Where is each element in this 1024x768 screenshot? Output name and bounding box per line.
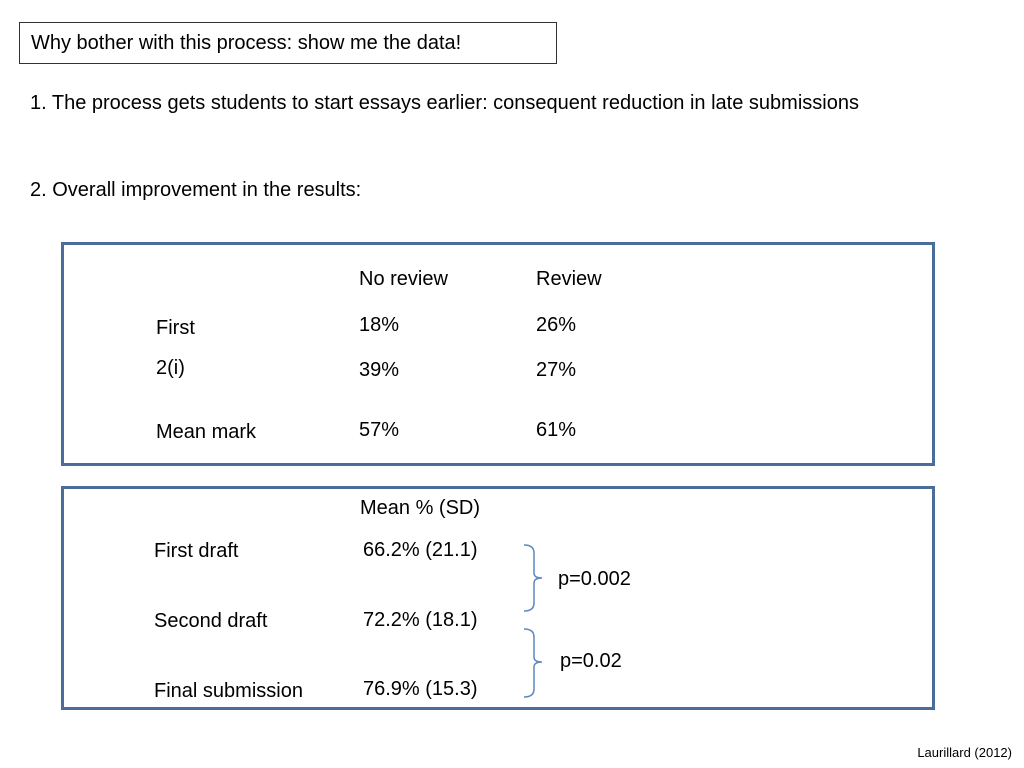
slide-title: Why bother with this process: show me th… [19, 22, 557, 64]
drafts-table-panel: Mean % (SD) First draft 66.2% (21.1) Sec… [61, 486, 935, 710]
row-label-first-draft: First draft [154, 540, 239, 562]
header-no-review: No review [359, 268, 448, 290]
cell-mean-mark-no-review: 57% [359, 419, 400, 441]
cell-first-no-review: 18% [359, 314, 400, 336]
results-table-panel: No review Review First 18% 26% 2(i) 39% … [61, 242, 935, 466]
cell-2i-review: 27% [536, 359, 577, 381]
row-label-2i: 2(i) [156, 357, 185, 379]
bracket-icon [523, 544, 543, 612]
cell-first-draft-value: 66.2% (21.1) [363, 539, 478, 561]
p-value-second-final: p=0.02 [560, 650, 622, 672]
row-label-second-draft: Second draft [154, 610, 268, 632]
cell-first-review: 26% [536, 314, 577, 336]
point-overall-improvement: 2. Overall improvement in the results: [30, 179, 362, 201]
row-label-first: First [156, 317, 195, 339]
header-review: Review [536, 268, 602, 290]
point-late-submissions: 1. The process gets students to start es… [30, 92, 859, 114]
row-label-mean-mark: Mean mark [156, 421, 257, 443]
citation: Laurillard (2012) [917, 745, 1012, 760]
bracket-icon [523, 628, 543, 698]
cell-mean-mark-review: 61% [536, 419, 577, 441]
row-label-final-submission: Final submission [154, 680, 303, 702]
p-value-first-second: p=0.002 [558, 568, 631, 590]
cell-final-submission-value: 76.9% (15.3) [363, 678, 478, 700]
cell-second-draft-value: 72.2% (18.1) [363, 609, 478, 631]
header-mean-sd: Mean % (SD) [360, 497, 481, 519]
cell-2i-no-review: 39% [359, 359, 400, 381]
